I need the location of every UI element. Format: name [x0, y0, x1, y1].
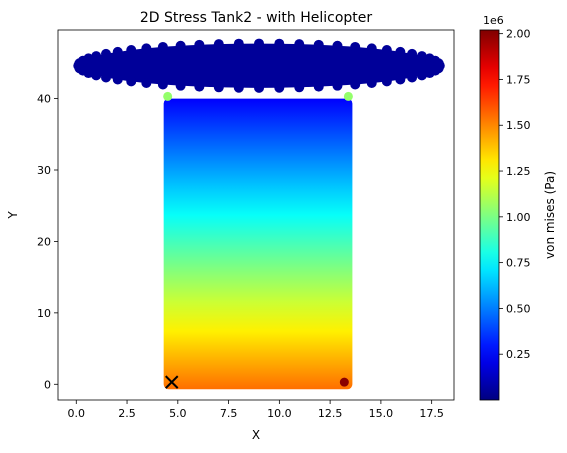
data-marks — [73, 38, 445, 390]
helipad-rim-point — [157, 79, 168, 90]
colorbar-tick-label: 0.25 — [506, 348, 531, 361]
x-tick-label: 7.5 — [220, 407, 238, 420]
helipad-rim-point — [313, 39, 324, 50]
helipad-rim-point — [83, 53, 94, 64]
helipad-rim-point — [112, 46, 123, 57]
helipad-rim-point — [424, 68, 435, 79]
colorbar-ticks: 0.25 0.50 0.75 1.00 1.25 1.50 1.75 2.00 — [499, 28, 531, 361]
helipad-rim-point — [332, 80, 343, 91]
helipad-rim-point — [194, 81, 205, 92]
helipad-rim-point — [381, 45, 392, 56]
helipad-rim-point — [175, 40, 186, 51]
x-tick-label: 10.0 — [267, 407, 292, 420]
helipad-rim-point — [91, 51, 102, 62]
helipad-rim-point — [274, 38, 285, 49]
highlight-point — [339, 377, 349, 387]
helipad-rim-point — [112, 74, 123, 85]
y-ticks: 0 10 20 30 40 — [37, 93, 58, 391]
helipad-rim-point — [313, 81, 324, 92]
colorbar-tick-label: 2.00 — [506, 28, 531, 41]
x-tick-label: 2.5 — [118, 407, 136, 420]
x-tick-label: 12.5 — [318, 407, 343, 420]
x-tick-label: 5.0 — [169, 407, 187, 420]
helipad-rim-point — [366, 43, 377, 54]
x-ticks: 0.0 2.5 5.0 7.5 10.0 12.5 15.0 17.5 — [68, 400, 444, 420]
helipad-rim-point — [274, 82, 285, 93]
helipad-rim-point — [350, 79, 361, 90]
stress-helipad — [78, 43, 440, 88]
colorbar-tick-label: 0.50 — [506, 302, 531, 315]
helipad-rim-point — [433, 58, 444, 69]
helipad-rim-point — [407, 72, 418, 83]
x-axis-label: X — [252, 428, 260, 442]
highlight-point — [343, 91, 353, 101]
colorbar-label: von mises (Pa) — [543, 171, 557, 259]
helipad-rim-point — [407, 48, 418, 59]
colorbar-tick-label: 1.75 — [506, 73, 531, 86]
helipad-rim-point — [194, 39, 205, 50]
colorbar-bar — [479, 29, 500, 401]
colorbar: 0.25 0.50 0.75 1.00 1.25 1.50 1.75 2.00 1e6 von… — [479, 14, 557, 401]
colorbar-tick-label: 1.00 — [506, 211, 531, 224]
x-marker-stroke — [165, 375, 179, 389]
colorbar-tick-label: 0.75 — [506, 257, 531, 270]
helipad-rim-point — [366, 78, 377, 89]
y-tick-label: 20 — [37, 235, 51, 248]
helipad-rim-point — [213, 82, 224, 93]
y-tick-label: 40 — [37, 93, 51, 106]
helipad-rim-point — [332, 40, 343, 51]
stress-column — [163, 98, 353, 390]
colorbar-exponent: 1e6 — [483, 14, 504, 27]
helipad-rim-point — [175, 80, 186, 91]
helipad-rim-point — [141, 43, 152, 54]
helipad-rim-point — [254, 38, 265, 49]
helipad-rim-point — [381, 76, 392, 87]
helipad-rim-point — [233, 38, 244, 49]
axes-frame — [57, 29, 455, 401]
helipad-rim-point — [416, 51, 427, 62]
colorbar-tick-label: 1.25 — [506, 165, 531, 178]
helipad-rim-point — [294, 39, 305, 50]
helipad-rim-point — [395, 46, 406, 57]
helipad-rim-point — [101, 48, 112, 59]
colorbar-tick-label: 1.50 — [506, 119, 531, 132]
helipad-rim-point — [141, 78, 152, 89]
helipad-rim-point — [254, 82, 265, 93]
helipad-rim-point — [233, 82, 244, 93]
helipad-rim-point — [91, 70, 102, 81]
helipad-rim-point — [294, 82, 305, 93]
x-tick-label: 17.5 — [419, 407, 444, 420]
helipad-rim-point — [395, 74, 406, 85]
helipad-rim-point — [350, 41, 361, 52]
x-tick-label: 15.0 — [369, 407, 394, 420]
helipad-rim-point — [213, 39, 224, 50]
highlight-point — [163, 91, 173, 101]
y-tick-label: 0 — [44, 378, 51, 391]
helipad-rim-point — [101, 72, 112, 83]
helipad-rim-point — [126, 45, 137, 56]
y-tick-label: 10 — [37, 307, 51, 320]
helipad-rim-point — [157, 41, 168, 52]
x-tick-label: 0.0 — [68, 407, 86, 420]
chart-title: 2D Stress Tank2 - with Helicopter — [140, 10, 373, 26]
y-axis-label: Y — [6, 211, 20, 220]
helipad-rim-point — [416, 70, 427, 81]
y-tick-label: 30 — [37, 164, 51, 177]
helipad-rim-point — [126, 76, 137, 87]
plot-area — [73, 38, 445, 390]
